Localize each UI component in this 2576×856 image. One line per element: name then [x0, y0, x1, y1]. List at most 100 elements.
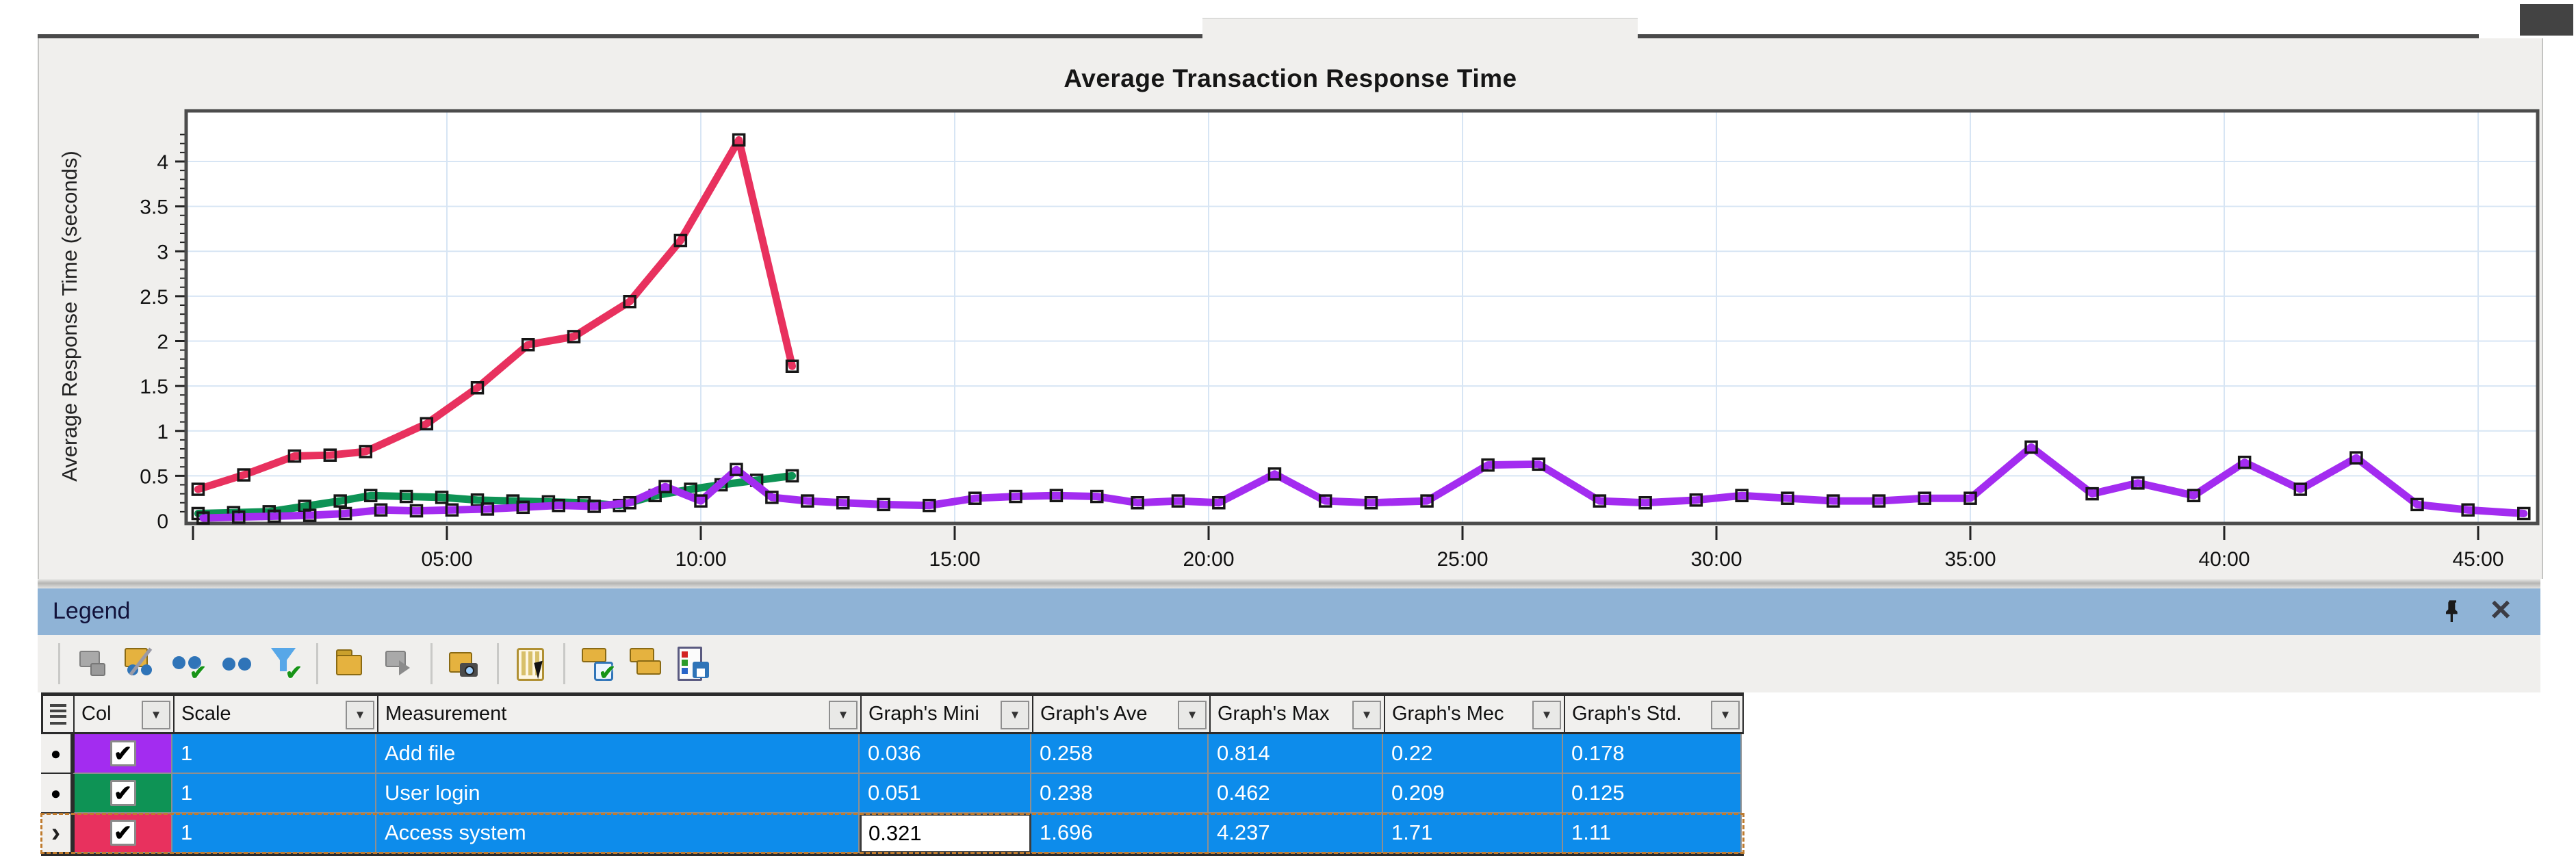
legend-panel-title: Legend	[53, 598, 131, 624]
legend-table: Col ▼ Scale ▼ Measurement ▼ Graph's Mini ▼ Graph…	[40, 692, 1744, 856]
cell-scale[interactable]: 1	[172, 814, 376, 853]
cell-med[interactable]: 1.71	[1383, 814, 1563, 853]
show-measurement-checkbox[interactable]: ✔	[110, 740, 136, 766]
chart-panel: Average Transaction Response Time Averag…	[38, 38, 2543, 579]
view-measurement-glyph	[222, 658, 235, 671]
column-header-scale[interactable]: Scale ▼	[175, 696, 378, 734]
column-header-min[interactable]: Graph's Mini ▼	[862, 696, 1033, 734]
column-header-std[interactable]: Graph's Std. ▼	[1565, 696, 1744, 734]
configure-measurement-icon[interactable]	[122, 644, 159, 684]
column-header-med[interactable]: Graph's Mec ▼	[1385, 696, 1565, 734]
bullet-icon: ●	[50, 783, 62, 803]
animate-measurement-icon[interactable]	[446, 644, 483, 684]
cell-med[interactable]: 0.209	[1383, 774, 1563, 814]
data-point-add-file	[374, 503, 388, 517]
data-point-add-file	[623, 496, 636, 510]
check-tags-icon[interactable]: ✔	[579, 644, 616, 684]
data-point-add-file	[658, 480, 672, 493]
data-point-add-file	[2293, 482, 2308, 496]
cell-measurement[interactable]: Add file	[376, 734, 860, 774]
select-columns-icon[interactable]	[513, 644, 550, 684]
column-filter-dropdown[interactable]: ▼	[1001, 701, 1029, 729]
show-measurement-checkbox[interactable]: ✔	[110, 820, 136, 846]
data-point-add-file	[2131, 476, 2145, 490]
cell-min[interactable]: 0.321	[860, 814, 1031, 853]
export-measurement-icon[interactable]	[332, 644, 369, 684]
column-filter-dropdown[interactable]: ▼	[829, 701, 858, 729]
export-measurement-glyph	[336, 655, 362, 675]
cell-scale[interactable]: 1	[172, 774, 376, 814]
animate-measurement-glyph	[465, 666, 474, 675]
column-filter-dropdown[interactable]: ▼	[1178, 701, 1207, 729]
data-point-access-system	[673, 233, 688, 248]
cell-std[interactable]: 0.125	[1563, 774, 1742, 814]
view-measurement-icon[interactable]	[218, 644, 255, 684]
data-point-add-file	[1090, 489, 1104, 504]
panel-top-border-right	[1638, 34, 2479, 39]
column-filter-dropdown[interactable]: ▼	[1532, 701, 1561, 729]
column-header-measurement[interactable]: Measurement ▼	[378, 696, 862, 734]
data-point-add-file	[552, 498, 565, 513]
cell-max[interactable]: 4.237	[1209, 814, 1383, 853]
y-tick-label: 0.5	[140, 465, 168, 488]
cell-min[interactable]: 0.036	[860, 734, 1031, 774]
show-measurement-checkbox[interactable]: ✔	[110, 780, 136, 806]
show-checked-icon[interactable]: ✔	[170, 644, 207, 684]
cell-scale[interactable]: 1	[172, 734, 376, 774]
horizontal-splitter[interactable]	[38, 579, 2540, 588]
column-header-max[interactable]: Graph's Max ▼	[1211, 696, 1385, 734]
show-tags-icon[interactable]	[627, 644, 664, 684]
column-filter-dropdown[interactable]: ▼	[1711, 701, 1740, 729]
column-header-col[interactable]: Col ▼	[75, 696, 175, 734]
legend-options-icon[interactable]	[675, 644, 712, 684]
column-filter-dropdown[interactable]: ▼	[1352, 701, 1381, 729]
cell-avg[interactable]: 0.258	[1031, 734, 1209, 774]
column-header-avg[interactable]: Graph's Ave ▼	[1033, 696, 1211, 734]
y-tick-label: 2	[157, 331, 168, 354]
series-line-add-file[interactable]	[199, 443, 2528, 522]
column-filter-dropdown[interactable]: ▼	[142, 701, 170, 729]
data-point-access-system	[470, 381, 485, 395]
y-tick-label: 0	[157, 510, 168, 533]
legend-options-glyph	[697, 669, 705, 677]
cell-measurement[interactable]: User login	[376, 774, 860, 814]
column-header-label: Graph's Std.	[1572, 703, 1682, 725]
cell-avg[interactable]: 0.238	[1031, 774, 1209, 814]
cell-med[interactable]: 0.22	[1383, 734, 1563, 774]
pin-icon[interactable]	[2439, 598, 2466, 625]
cell-std[interactable]: 0.178	[1563, 734, 1742, 774]
filter-measurement-icon[interactable]: ✔	[266, 644, 302, 684]
x-tick-label: 05:00	[421, 548, 472, 571]
column-filter-dropdown[interactable]: ▼	[346, 701, 374, 729]
close-icon[interactable]: ×	[2490, 590, 2512, 630]
data-point-access-system	[785, 359, 799, 373]
legend-titlebar: Legend ×	[38, 588, 2540, 635]
duplicate-measurement-icon[interactable]	[380, 644, 417, 684]
y-tick-label: 3	[157, 241, 168, 263]
plot-border	[184, 109, 2540, 526]
series-line-access-system[interactable]	[194, 136, 797, 493]
data-point-add-file	[2349, 451, 2363, 465]
data-point-add-file	[302, 508, 317, 522]
cell-max[interactable]: 0.462	[1209, 774, 1383, 814]
data-point-add-file	[923, 498, 936, 513]
data-point-add-file	[1420, 494, 1434, 508]
cell-avg[interactable]: 1.696	[1031, 814, 1209, 853]
data-point-add-file	[196, 511, 210, 525]
cell-measurement[interactable]: Access system	[376, 814, 860, 853]
column-header-indicator[interactable]	[43, 696, 75, 734]
legend-row-add-file[interactable]: ● ✔ 1 Add file 0.036 0.258 0.814 0.22 0.178	[41, 734, 1744, 774]
data-point-access-system	[191, 482, 205, 496]
hide-measurement-icon[interactable]	[74, 644, 111, 684]
legend-row-access-system[interactable]: › ✔ 1 Access system 0.321 1.696 4.237 1.71 1.11	[40, 813, 1744, 854]
hide-measurement-glyph	[90, 663, 105, 676]
legend-toolbar: ✔ ✔ ✔	[38, 635, 2540, 692]
cell-std[interactable]: 1.11	[1563, 814, 1742, 853]
cell-max[interactable]: 0.814	[1209, 734, 1383, 774]
x-tick-label: 15:00	[929, 548, 980, 571]
x-tick-label: 20:00	[1183, 548, 1234, 571]
data-point-add-file	[409, 504, 424, 518]
legend-row-user-login[interactable]: ● ✔ 1 User login 0.051 0.238 0.462 0.209 0.125	[41, 774, 1744, 814]
data-point-add-file	[587, 500, 601, 513]
cell-min[interactable]: 0.051	[860, 774, 1031, 814]
